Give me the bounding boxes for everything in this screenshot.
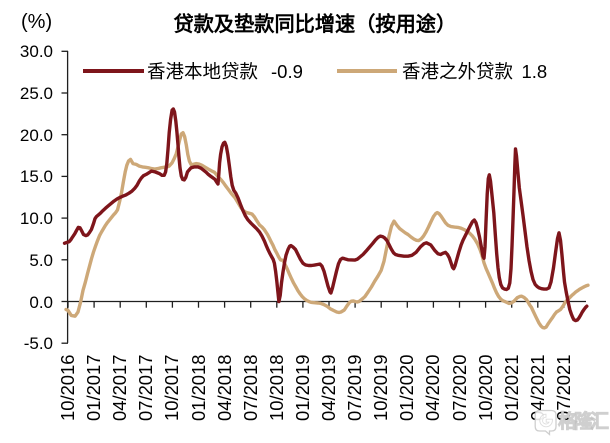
svg-text:格隆汇: 格隆汇 (558, 410, 609, 433)
